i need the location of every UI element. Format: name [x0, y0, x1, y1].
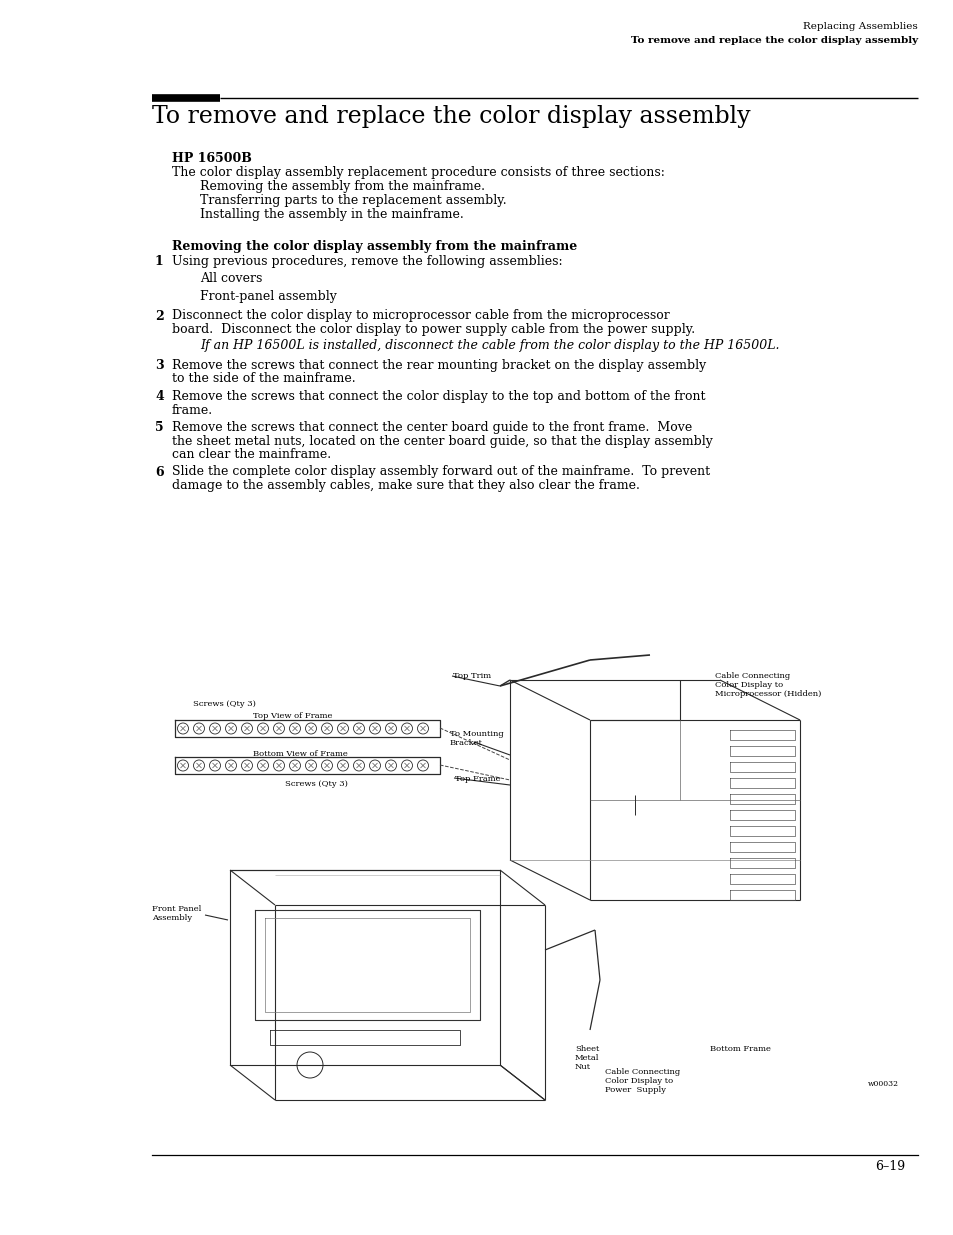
Text: Bottom View of Frame: Bottom View of Frame — [253, 750, 348, 758]
Text: To remove and replace the color display assembly: To remove and replace the color display … — [152, 105, 750, 128]
Text: Screws (Qty 3): Screws (Qty 3) — [193, 700, 255, 708]
Text: Front Panel
Assembly: Front Panel Assembly — [152, 905, 201, 923]
Text: Bottom Frame: Bottom Frame — [709, 1045, 770, 1053]
Text: To Mounting
Bracket: To Mounting Bracket — [450, 730, 503, 747]
Text: 2: 2 — [154, 310, 164, 322]
Text: Top Frame: Top Frame — [455, 776, 500, 783]
Text: Cable Connecting
Color Display to
Power  Supply: Cable Connecting Color Display to Power … — [604, 1068, 679, 1094]
Text: Disconnect the color display to microprocessor cable from the microprocessor: Disconnect the color display to micropro… — [172, 310, 669, 322]
Text: Removing the assembly from the mainframe.: Removing the assembly from the mainframe… — [200, 180, 484, 193]
Text: Transferring parts to the replacement assembly.: Transferring parts to the replacement as… — [200, 194, 506, 207]
Text: Remove the screws that connect the center board guide to the front frame.  Move: Remove the screws that connect the cente… — [172, 421, 692, 433]
Text: 5: 5 — [154, 421, 164, 433]
Text: Installing the assembly in the mainframe.: Installing the assembly in the mainframe… — [200, 207, 463, 221]
Text: 3: 3 — [154, 359, 164, 372]
Text: The color display assembly replacement procedure consists of three sections:: The color display assembly replacement p… — [172, 165, 664, 179]
Text: w00032: w00032 — [867, 1079, 898, 1088]
Text: frame.: frame. — [172, 404, 213, 416]
Text: Screws (Qty 3): Screws (Qty 3) — [285, 781, 348, 788]
Text: 6: 6 — [154, 466, 164, 478]
Text: to the side of the mainframe.: to the side of the mainframe. — [172, 373, 355, 385]
Text: Removing the color display assembly from the mainframe: Removing the color display assembly from… — [172, 240, 577, 253]
Text: To remove and replace the color display assembly: To remove and replace the color display … — [630, 36, 917, 44]
Text: 1: 1 — [154, 254, 164, 268]
Text: 6–19: 6–19 — [874, 1160, 904, 1173]
Text: Top Trim: Top Trim — [453, 672, 491, 680]
Text: 4: 4 — [154, 390, 164, 403]
Text: Sheet
Metal
Nut: Sheet Metal Nut — [575, 1045, 598, 1072]
Text: can clear the mainframe.: can clear the mainframe. — [172, 448, 331, 461]
Text: board.  Disconnect the color display to power supply cable from the power supply: board. Disconnect the color display to p… — [172, 324, 695, 336]
Text: Remove the screws that connect the rear mounting bracket on the display assembly: Remove the screws that connect the rear … — [172, 359, 705, 372]
Text: the sheet metal nuts, located on the center board guide, so that the display ass: the sheet metal nuts, located on the cen… — [172, 435, 712, 447]
Text: Cable Connecting
Color Display to
Microprocessor (Hidden): Cable Connecting Color Display to Microp… — [714, 672, 821, 699]
Text: Remove the screws that connect the color display to the top and bottom of the fr: Remove the screws that connect the color… — [172, 390, 705, 403]
Text: Slide the complete color display assembly forward out of the mainframe.  To prev: Slide the complete color display assembl… — [172, 466, 709, 478]
Text: Front-panel assembly: Front-panel assembly — [200, 290, 336, 303]
Text: All covers: All covers — [200, 272, 262, 284]
Text: If an HP 16500L is installed, disconnect the cable from the color display to the: If an HP 16500L is installed, disconnect… — [200, 340, 779, 352]
Text: Replacing Assemblies: Replacing Assemblies — [802, 22, 917, 31]
Text: Using previous procedures, remove the following assemblies:: Using previous procedures, remove the fo… — [172, 254, 562, 268]
Text: Top View of Frame: Top View of Frame — [253, 713, 332, 720]
Text: HP 16500B: HP 16500B — [172, 152, 252, 165]
Text: damage to the assembly cables, make sure that they also clear the frame.: damage to the assembly cables, make sure… — [172, 479, 639, 492]
